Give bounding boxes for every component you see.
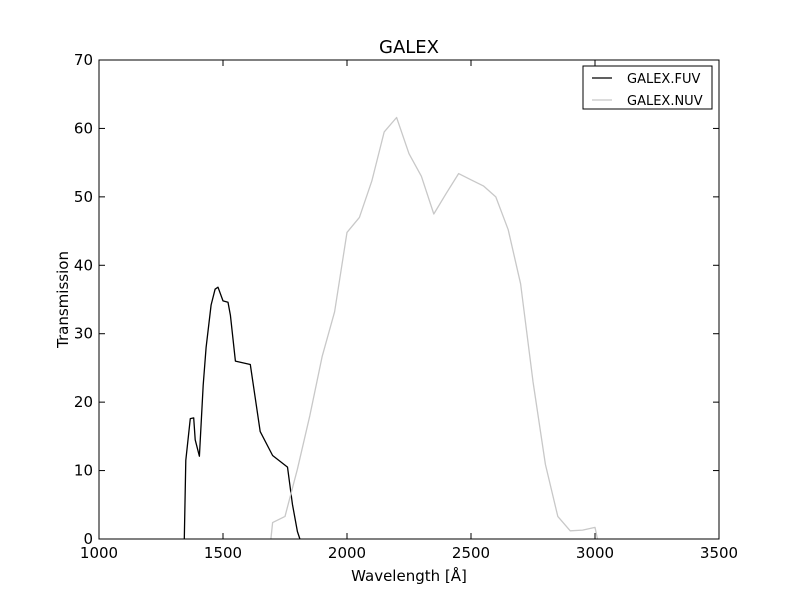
- y-tick-label: 30: [74, 325, 93, 343]
- legend: GALEX.FUV GALEX.NUV: [582, 65, 713, 110]
- legend-entry-label: GALEX.FUV: [627, 72, 700, 87]
- y-tick-label: 20: [74, 393, 93, 411]
- x-tick-label: 2500: [452, 544, 490, 562]
- y-tick-label: 60: [74, 119, 93, 137]
- y-tick-label: 40: [74, 256, 93, 274]
- y-tick-label: 10: [74, 462, 93, 480]
- y-tick-label: 70: [74, 51, 93, 69]
- y-tick-label: 50: [74, 188, 93, 206]
- legend-box: [582, 65, 713, 110]
- chart-title: GALEX: [379, 37, 439, 58]
- x-tick-label: 2000: [328, 544, 366, 562]
- x-tick-label: 3500: [700, 544, 738, 562]
- x-tick-label: 1500: [204, 544, 242, 562]
- x-tick-label: 3000: [576, 544, 614, 562]
- y-axis-label: Transmission: [54, 251, 72, 349]
- series-line-galex-fuv: [183, 286, 301, 540]
- series-layer: [183, 116, 599, 540]
- legend-entry-label: GALEX.NUV: [627, 94, 703, 109]
- plot-frame: [98, 59, 720, 540]
- x-tick-label: 1000: [80, 544, 118, 562]
- x-axis-label: Wavelength [Å]: [351, 566, 467, 585]
- y-tick-label: 0: [83, 530, 93, 548]
- ticks-layer: 1000 1500 2000 2500 3000 3500 0 10 20 30 40 50 60 70: [74, 51, 738, 562]
- series-line-galex-nuv: [270, 116, 599, 540]
